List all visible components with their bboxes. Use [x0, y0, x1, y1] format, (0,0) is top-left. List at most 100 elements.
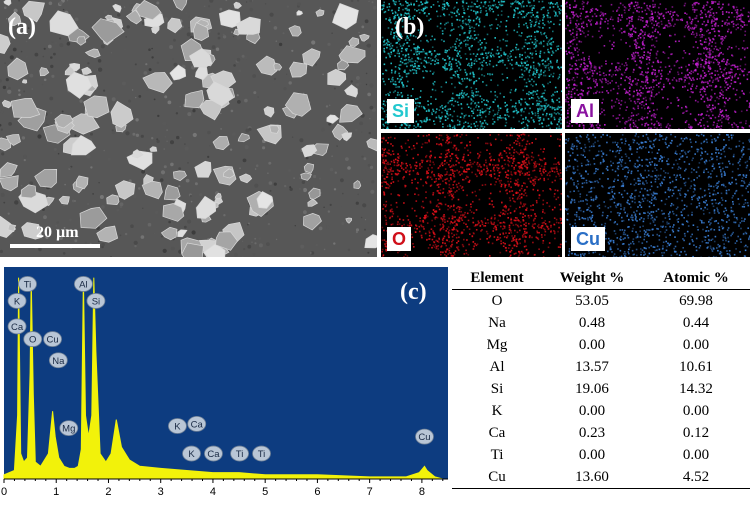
peak-label-text: Si: [92, 296, 100, 307]
cell-atomic: 0.00: [682, 446, 710, 463]
peak-label-text: K: [14, 296, 21, 307]
cell-atomic: 0.44: [682, 314, 710, 331]
peak-label: Na: [48, 352, 68, 369]
table-row: Ca 0.23 0.12: [452, 422, 750, 444]
map-si-dots: [381, 0, 562, 129]
peak-label: Ti: [230, 445, 249, 462]
table-row: Na 0.48 0.44: [452, 312, 750, 334]
peak-label: Cu: [415, 428, 434, 445]
cell-atomic: 14.32: [679, 380, 713, 397]
x-tick-label: 1: [53, 486, 59, 498]
eds-map-si: (b) Si: [381, 0, 562, 129]
cell-element: Na: [488, 314, 506, 331]
cell-weight: 0.48: [578, 314, 606, 331]
peak-label: Si: [86, 293, 106, 309]
cell-element: Al: [489, 358, 505, 375]
x-tick-label: 4: [210, 486, 216, 498]
table-row: Cu 13.60 4.52: [452, 466, 750, 489]
cell-element: Cu: [452, 466, 542, 489]
peak-label: Al: [73, 276, 93, 292]
peak-label: Ca: [7, 318, 27, 335]
cell-element: Mg: [486, 336, 508, 353]
x-tick-label: 8: [419, 486, 425, 498]
cell-atomic: 0.12: [682, 424, 710, 441]
peak-label-text: Mg: [62, 424, 75, 435]
peak-label: Cu: [43, 331, 62, 347]
panel-a-label: (a): [8, 14, 36, 40]
table-row: Ti 0.00 0.00: [452, 444, 750, 466]
map-si-tag: Si: [387, 99, 415, 123]
peak-label-text: Ca: [191, 419, 204, 430]
peak-label: O: [23, 331, 43, 347]
cell-atomic: 0.00: [682, 336, 710, 353]
peak-label-text: Ca: [207, 449, 220, 460]
cell-atomic: 10.61: [679, 358, 713, 375]
eds-map-al: Al: [565, 0, 750, 129]
table-row: O 53.05 69.98: [452, 290, 750, 313]
peak-label-text: Ca: [11, 322, 24, 333]
eds-map-o: O: [381, 133, 562, 257]
cell-weight: 0.00: [578, 402, 606, 419]
x-tick-label: 2: [105, 486, 111, 498]
cell-weight: 53.05: [575, 292, 609, 309]
panel-b-label: (b): [395, 14, 425, 40]
peak-label: Mg: [59, 420, 79, 437]
table-row: K 0.00 0.00: [452, 400, 750, 422]
peak-label: K: [168, 418, 187, 434]
map-o-tag: O: [387, 227, 412, 251]
peak-label: Ca: [187, 415, 207, 432]
peak-label-text: Ti: [258, 449, 266, 460]
header-atomic: Atomic %: [642, 266, 750, 290]
cell-element: Ca: [488, 424, 506, 441]
cell-atomic: 69.98: [679, 292, 713, 309]
peak-label-text: Cu: [47, 335, 59, 346]
scale-bar: [10, 244, 100, 248]
sem-particles: [0, 0, 377, 257]
spectrum-plot-area: [4, 267, 448, 479]
cell-element: Ti: [490, 446, 504, 463]
spectrum-series: [3, 277, 443, 480]
peak-label-text: Ti: [24, 279, 32, 290]
panel-c-label: (c): [400, 279, 427, 305]
peak-label: Ti: [252, 445, 271, 462]
cell-weight: 19.06: [575, 380, 609, 397]
peak-label-text: Cu: [418, 432, 430, 443]
map-al-dots: [565, 0, 750, 129]
cell-weight: 0.00: [578, 446, 606, 463]
peak-label-text: K: [188, 449, 195, 460]
header-element: Element: [452, 266, 542, 290]
cell-atomic: 4.52: [642, 466, 750, 489]
peak-label-text: K: [174, 422, 181, 433]
table-header-row: Element Weight % Atomic %: [452, 266, 750, 290]
table-row: Al 13.57 10.61: [452, 356, 750, 378]
peak-label-text: Na: [52, 356, 65, 367]
cell-element: K: [491, 402, 503, 419]
cell-weight: 13.57: [575, 358, 609, 375]
table-row: Si 19.06 14.32: [452, 378, 750, 400]
map-cu-dots: [565, 133, 750, 257]
sem-micrograph: (a) 20 µm: [0, 0, 377, 257]
peak-label-text: Al: [79, 279, 87, 290]
cell-weight: 13.60: [542, 466, 642, 489]
scale-bar-label: 20 µm: [36, 224, 79, 241]
x-tick-label: 7: [367, 486, 373, 498]
peak-label: K: [182, 445, 201, 462]
map-al-tag: Al: [571, 99, 599, 123]
composition-table: Element Weight % Atomic % O 53.05 69.98 Na 0…: [452, 266, 750, 489]
x-tick-label: 0: [1, 486, 7, 498]
map-cu-tag: Cu: [571, 227, 605, 251]
cell-atomic: 0.00: [682, 402, 710, 419]
header-weight: Weight %: [542, 266, 642, 290]
table-row: Mg 0.00 0.00: [452, 334, 750, 356]
cell-element: O: [491, 292, 503, 309]
peak-label: Ca: [204, 445, 223, 462]
x-tick-label: 5: [262, 486, 268, 498]
peak-label: Ti: [18, 276, 37, 292]
map-o-dots: [381, 133, 562, 257]
x-tick-label: 3: [158, 486, 164, 498]
peak-label: K: [7, 293, 27, 309]
cell-weight: 0.23: [578, 424, 606, 441]
eds-map-cu: Cu: [565, 133, 750, 257]
cell-element: Si: [490, 380, 504, 397]
